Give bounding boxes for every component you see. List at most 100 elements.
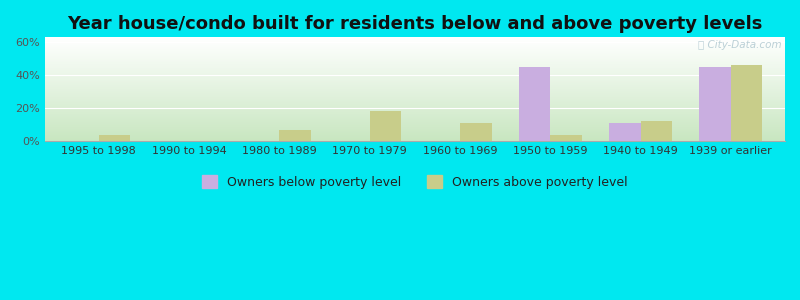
Bar xyxy=(45,92,785,93)
Bar xyxy=(609,123,641,141)
Bar xyxy=(45,40,785,41)
Bar xyxy=(45,48,785,49)
Bar xyxy=(45,117,785,118)
Bar xyxy=(45,99,785,100)
Bar xyxy=(45,83,785,84)
Bar xyxy=(45,65,785,66)
Bar xyxy=(45,62,785,63)
Bar xyxy=(98,134,130,141)
Bar xyxy=(45,133,785,134)
Bar xyxy=(45,138,785,139)
Bar xyxy=(45,84,785,85)
Bar xyxy=(45,44,785,45)
Bar xyxy=(45,122,785,123)
Bar xyxy=(45,102,785,103)
Bar xyxy=(45,91,785,92)
Bar xyxy=(45,75,785,76)
Bar xyxy=(45,109,785,110)
Bar xyxy=(45,90,785,91)
Bar xyxy=(370,112,402,141)
Bar xyxy=(45,111,785,112)
Bar xyxy=(45,86,785,87)
Bar xyxy=(45,64,785,65)
Bar xyxy=(45,95,785,96)
Bar xyxy=(45,140,785,141)
Bar xyxy=(45,100,785,101)
Bar xyxy=(45,42,785,43)
Bar xyxy=(45,50,785,51)
Bar xyxy=(45,59,785,60)
Bar xyxy=(279,130,311,141)
Bar xyxy=(45,85,785,86)
Bar xyxy=(45,105,785,106)
Bar xyxy=(45,89,785,90)
Bar xyxy=(45,115,785,116)
Bar xyxy=(45,131,785,132)
Bar xyxy=(45,103,785,104)
Bar xyxy=(45,114,785,115)
Bar xyxy=(45,137,785,138)
Bar xyxy=(45,41,785,42)
Text: ⓘ City-Data.com: ⓘ City-Data.com xyxy=(698,40,782,50)
Bar xyxy=(45,121,785,122)
Bar xyxy=(45,98,785,99)
Bar xyxy=(45,118,785,119)
Bar xyxy=(45,71,785,72)
Bar xyxy=(45,79,785,80)
Bar xyxy=(45,43,785,44)
Bar xyxy=(45,116,785,117)
Bar xyxy=(550,134,582,141)
Bar xyxy=(45,70,785,71)
Bar xyxy=(45,78,785,79)
Bar xyxy=(45,58,785,59)
Bar xyxy=(45,77,785,78)
Bar xyxy=(45,68,785,69)
Bar xyxy=(45,125,785,126)
Bar xyxy=(45,49,785,50)
Bar xyxy=(460,123,491,141)
Bar xyxy=(45,139,785,140)
Bar xyxy=(45,120,785,121)
Bar xyxy=(45,61,785,62)
Bar xyxy=(45,52,785,53)
Bar xyxy=(45,63,785,64)
Bar xyxy=(45,136,785,137)
Bar xyxy=(45,134,785,135)
Bar xyxy=(45,47,785,48)
Bar xyxy=(45,39,785,40)
Bar xyxy=(45,38,785,39)
Bar xyxy=(45,128,785,129)
Bar xyxy=(45,81,785,82)
Bar xyxy=(45,132,785,133)
Bar xyxy=(45,60,785,61)
Bar xyxy=(45,82,785,83)
Bar xyxy=(45,66,785,67)
Bar xyxy=(45,67,785,68)
Bar xyxy=(45,88,785,89)
Bar xyxy=(45,123,785,124)
Bar xyxy=(45,72,785,73)
Bar xyxy=(699,67,731,141)
Bar xyxy=(45,112,785,113)
Bar xyxy=(45,57,785,58)
Bar xyxy=(45,110,785,111)
Bar xyxy=(45,94,785,95)
Bar xyxy=(45,107,785,108)
Bar xyxy=(45,45,785,46)
Bar xyxy=(45,93,785,94)
Bar xyxy=(45,53,785,54)
Bar xyxy=(45,37,785,38)
Bar xyxy=(45,56,785,57)
Bar xyxy=(45,135,785,136)
Bar xyxy=(45,108,785,109)
Bar xyxy=(45,69,785,70)
Bar xyxy=(731,65,762,141)
Legend: Owners below poverty level, Owners above poverty level: Owners below poverty level, Owners above… xyxy=(202,175,627,189)
Bar xyxy=(518,67,550,141)
Bar xyxy=(45,46,785,47)
Bar xyxy=(45,130,785,131)
Bar xyxy=(45,74,785,75)
Bar xyxy=(45,51,785,52)
Bar xyxy=(45,97,785,98)
Bar xyxy=(45,76,785,77)
